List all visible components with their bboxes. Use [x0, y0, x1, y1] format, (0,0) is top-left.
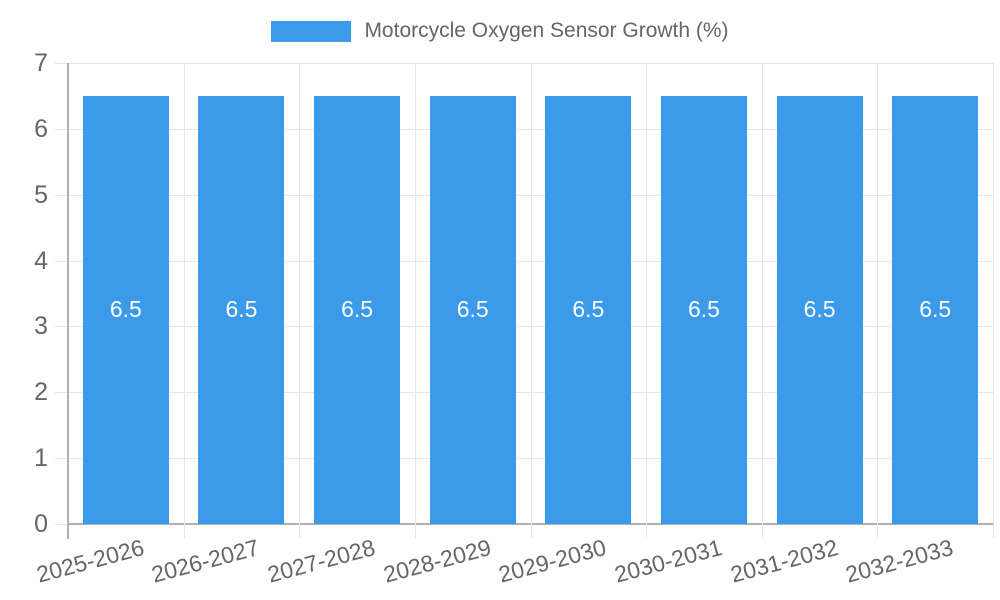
y-tick-label: 0 — [34, 510, 48, 538]
x-tick-mark — [183, 524, 185, 538]
y-tick-label: 4 — [34, 246, 48, 275]
v-gridline — [530, 63, 532, 524]
y-tick-mark — [55, 524, 68, 525]
y-tick-label: 5 — [34, 180, 48, 209]
bar-value-label: 6.5 — [225, 296, 258, 323]
y-tick-mark — [55, 260, 68, 262]
y-tick-label: 6 — [34, 114, 48, 143]
v-gridline — [646, 63, 648, 524]
bar-value-label: 6.5 — [109, 296, 142, 323]
x-tick-mark — [414, 524, 416, 538]
v-gridline — [299, 63, 301, 524]
y-tick-mark — [55, 194, 68, 196]
v-gridline — [414, 63, 416, 524]
legend-swatch — [271, 20, 352, 42]
y-tick-label: 2 — [34, 378, 48, 407]
x-tick-mark — [993, 524, 994, 538]
x-tick-label: 2026-2027 — [149, 534, 263, 588]
y-tick-label: 3 — [34, 312, 48, 341]
bar[interactable]: 6.5 — [545, 95, 632, 524]
v-gridline — [183, 63, 185, 524]
y-tick-mark — [55, 63, 68, 64]
y-tick-mark — [55, 128, 68, 130]
x-axis-line — [67, 523, 993, 525]
bar-value-label: 6.5 — [456, 296, 489, 323]
x-tick-mark — [299, 524, 301, 538]
x-tick-mark — [646, 524, 648, 538]
bar-value-label: 6.5 — [803, 296, 836, 323]
x-tick-mark — [761, 524, 763, 538]
x-tick-label: 2028-2029 — [380, 534, 494, 588]
bar[interactable]: 6.5 — [314, 95, 401, 524]
y-axis-line — [67, 63, 69, 539]
v-gridline — [761, 63, 763, 524]
bar-value-label: 6.5 — [687, 296, 720, 323]
bar-value-label: 6.5 — [572, 296, 605, 323]
bar[interactable]: 6.5 — [776, 95, 863, 524]
legend-item[interactable]: Motorcycle Oxygen Sensor Growth (%) — [0, 19, 1000, 43]
bar[interactable]: 6.5 — [660, 95, 747, 524]
y-tick-label: 1 — [34, 444, 48, 473]
v-gridline — [877, 63, 879, 524]
legend-label: Motorcycle Oxygen Sensor Growth (%) — [364, 19, 729, 42]
bar[interactable]: 6.5 — [82, 95, 169, 524]
v-gridline — [993, 63, 994, 524]
x-tick-label: 2030-2031 — [611, 534, 725, 588]
x-tick-mark — [530, 524, 532, 538]
x-tick-label: 2032-2033 — [842, 534, 956, 588]
x-tick-label: 2029-2030 — [496, 534, 610, 588]
x-tick-mark — [877, 524, 879, 538]
x-tick-label: 2027-2028 — [264, 534, 378, 588]
x-tick-label: 2031-2032 — [727, 534, 841, 588]
bar-value-label: 6.5 — [341, 296, 374, 323]
x-tick-label: 2025-2026 — [33, 534, 147, 588]
y-tick-mark — [55, 458, 68, 460]
bar[interactable]: 6.5 — [198, 95, 285, 524]
y-tick-mark — [55, 392, 68, 394]
y-tick-mark — [55, 326, 68, 328]
bar[interactable]: 6.5 — [429, 95, 516, 524]
bar-value-label: 6.5 — [919, 296, 952, 323]
y-tick-label: 7 — [34, 49, 48, 77]
bar[interactable]: 6.5 — [892, 95, 979, 524]
